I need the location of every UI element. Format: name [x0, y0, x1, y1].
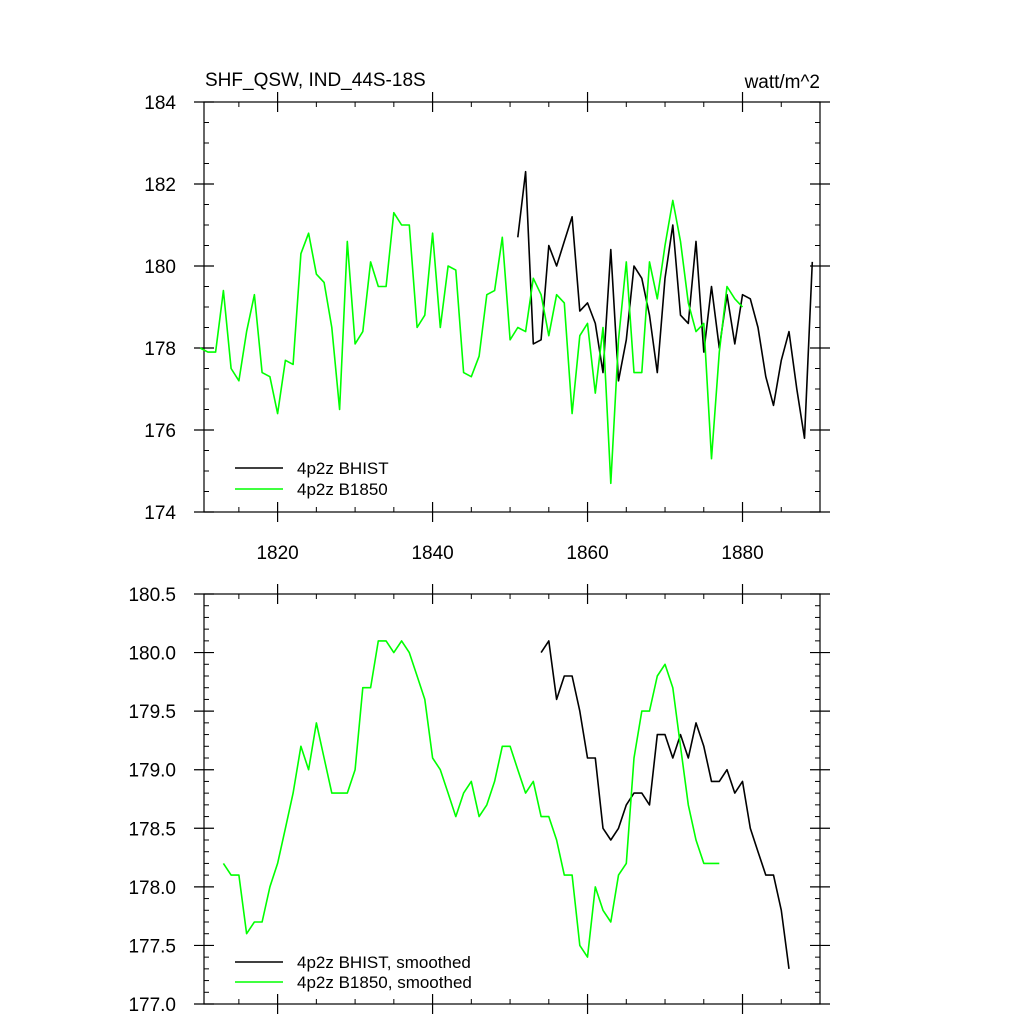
- top-x-ticks: 1820 1840 1860 1880: [238, 92, 782, 564]
- bottom-panel: 177.0 177.5 178.0 178.5 179.0 179.5 180.0 180.5…: [128, 584, 830, 1016]
- bottom-y-ticks: 177.0 177.5 178.0 178.5 179.0 179.5 180.0 180.5: [128, 585, 830, 1016]
- top-series-group: [199, 170, 814, 485]
- bottom-y-tick-label: 179.5: [128, 702, 176, 723]
- bottom-y-tick-label: 178.5: [128, 819, 176, 840]
- bottom-y-tick-label: 180.0: [128, 644, 176, 665]
- top-legend-label-bhist: 4p2z BHIST: [297, 459, 389, 478]
- bottom-y-tick-label: 180.5: [128, 585, 176, 606]
- bottom-y-tick-label: 177.0: [128, 995, 176, 1016]
- top-y-tick-label: 174: [144, 503, 176, 524]
- bottom-series-line-b1850: [222, 640, 720, 958]
- top-y-tick-label: 176: [144, 421, 176, 442]
- bottom-legend-label-bhist: 4p2z BHIST, smoothed: [297, 953, 471, 972]
- bottom-legend-label-b1850: 4p2z B1850, smoothed: [297, 973, 472, 992]
- top-x-tick-label: 1820: [256, 543, 298, 564]
- top-y-tick-label: 182: [144, 175, 176, 196]
- top-series-line-b1850: [199, 199, 744, 485]
- top-y-tick-label: 184: [144, 93, 176, 114]
- bottom-x-ticks: [238, 584, 782, 1014]
- top-x-tick-label: 1840: [411, 543, 453, 564]
- top-y-ticks: 174 176 178 180 182 184: [144, 93, 830, 524]
- bottom-legend: 4p2z BHIST, smoothed 4p2z B1850, smoothe…: [235, 953, 472, 992]
- top-series-line-bhist: [517, 170, 814, 440]
- top-x-tick-label: 1860: [566, 543, 608, 564]
- top-panel: SHF_QSW, IND_44S-18S watt/m^2 1820 1840 18…: [144, 70, 830, 564]
- bottom-series-line-bhist: [540, 640, 790, 970]
- top-y-tick-label: 178: [144, 339, 176, 360]
- top-y-tick-label: 180: [144, 257, 176, 278]
- top-x-tick-label: 1880: [721, 543, 763, 564]
- top-chart-title: SHF_QSW, IND_44S-18S: [205, 70, 426, 91]
- bottom-y-tick-label: 177.5: [128, 936, 176, 957]
- top-chart-units: watt/m^2: [744, 72, 820, 93]
- bottom-series-group: [222, 640, 790, 970]
- bottom-y-tick-label: 179.0: [128, 761, 176, 782]
- top-legend: 4p2z BHIST 4p2z B1850: [235, 459, 389, 499]
- bottom-plot-frame: [203, 593, 821, 1005]
- top-legend-label-b1850: 4p2z B1850: [297, 480, 388, 499]
- bottom-y-tick-label: 178.0: [128, 878, 176, 899]
